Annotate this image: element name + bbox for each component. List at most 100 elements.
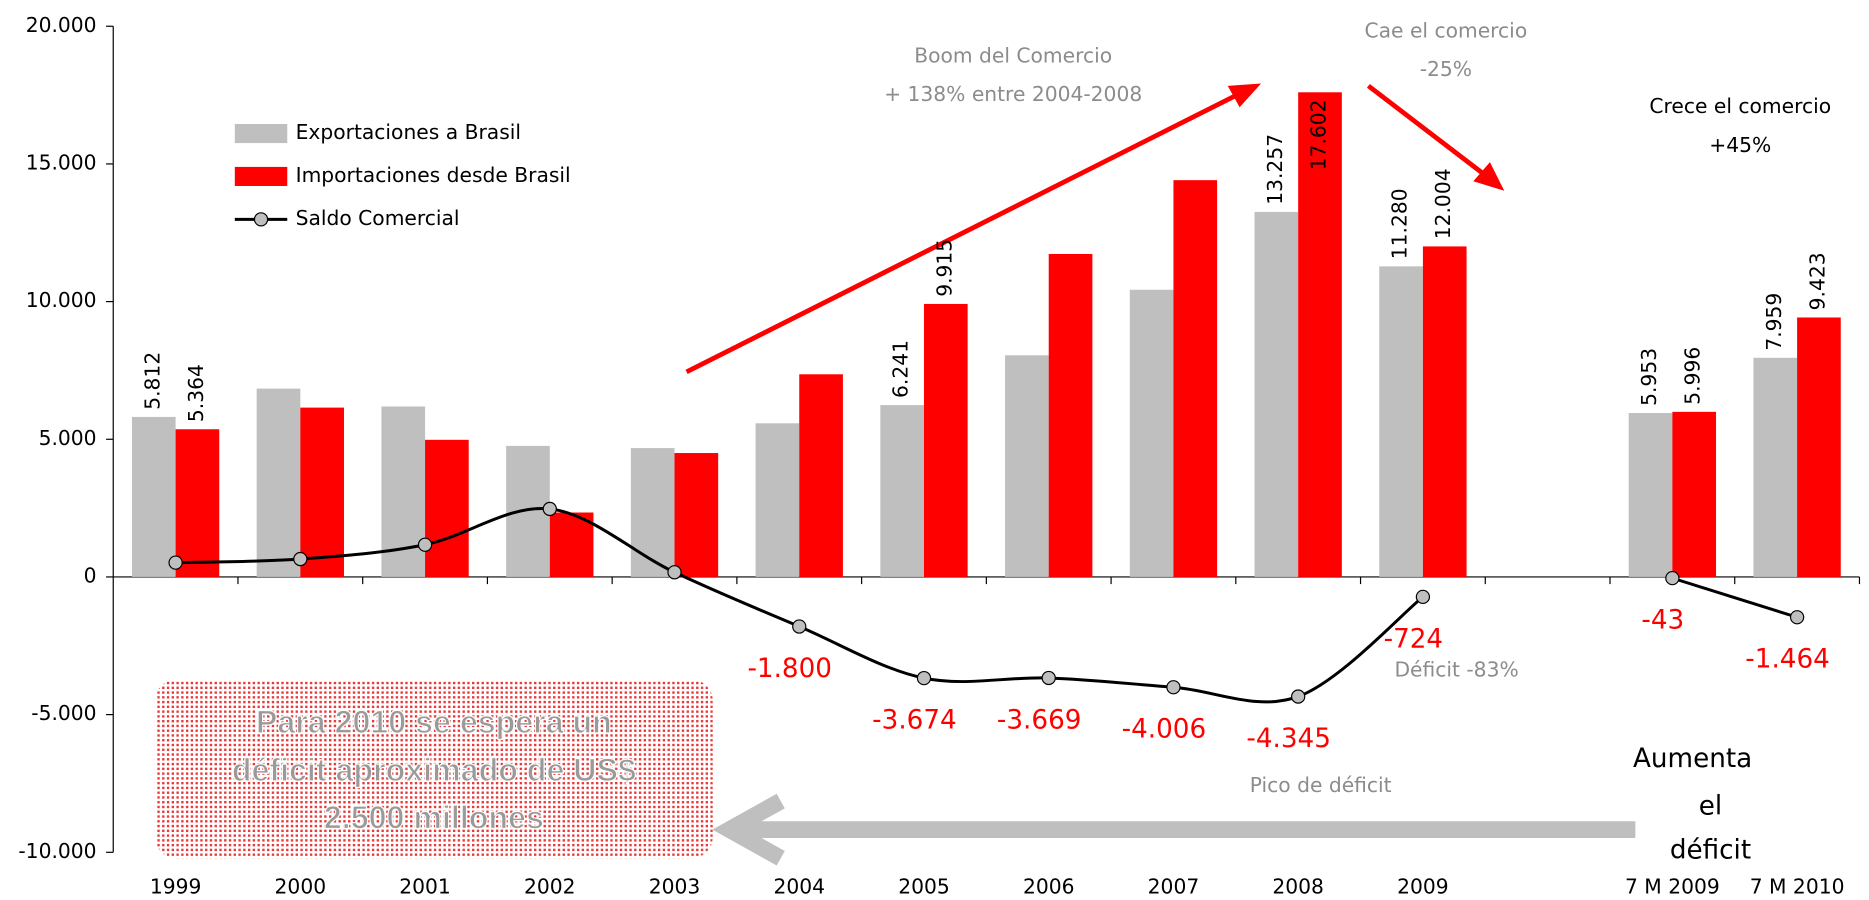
x-tick-label: 7 M 2009	[1625, 875, 1720, 899]
bar-value-label: 7.959	[1762, 293, 1786, 351]
x-tick-label: 2002	[524, 875, 576, 899]
line-marker	[792, 619, 807, 634]
x-tick-label: 2007	[1148, 875, 1200, 899]
note-background	[154, 679, 713, 859]
x-tick-label: 2009	[1397, 875, 1449, 899]
legend-marker	[253, 212, 269, 227]
bar-value-label: 6.241	[889, 340, 913, 398]
note-text: Para 2010 se espera un	[256, 704, 612, 740]
bar-value-label: 5.812	[140, 352, 164, 410]
line-marker	[1166, 680, 1181, 695]
bar	[799, 374, 843, 577]
bar	[674, 453, 719, 577]
note-right: Aumenta el déficit	[1633, 744, 1752, 866]
line-marker	[1041, 670, 1056, 686]
line-marker	[1415, 589, 1431, 605]
bar	[880, 405, 924, 577]
bar	[1628, 413, 1673, 577]
bar-value-label: 5.364	[184, 364, 208, 422]
line-marker	[1291, 689, 1306, 704]
annotation: + 138% entre 2004-2008	[884, 82, 1142, 106]
note-text: Aumenta	[1633, 744, 1752, 774]
annotation: Déficit -83%	[1394, 658, 1518, 682]
line-marker	[417, 537, 433, 552]
line	[1671, 576, 1798, 619]
bar	[1173, 180, 1218, 577]
arrows	[685, 83, 1636, 866]
line-value-label: -3.674	[872, 706, 957, 736]
arrow	[1366, 83, 1492, 181]
note-text: el	[1699, 791, 1722, 821]
bar-value-label: 12.004	[1431, 168, 1455, 239]
bar	[1753, 357, 1798, 577]
bar	[131, 416, 176, 577]
x-tick-label: 2001	[399, 875, 451, 899]
line-value-label: -1.464	[1745, 645, 1830, 675]
bar	[256, 388, 301, 577]
arrow	[685, 88, 1247, 375]
line-marker	[1789, 610, 1805, 625]
annotations: Boom del Comercio + 138% entre 2004-2008…	[884, 19, 1831, 798]
bar	[549, 512, 594, 577]
line-value-label: -3.669	[997, 705, 1082, 735]
y-tick-label: 15.000	[26, 150, 97, 174]
bar	[1254, 211, 1299, 577]
note-text: déficit aproximado de US$	[232, 752, 636, 788]
bar	[630, 448, 675, 577]
line-marker	[168, 555, 183, 570]
y-tick-label: 0	[84, 563, 97, 587]
annotation: Pico de déficit	[1250, 773, 1392, 797]
bar	[175, 429, 220, 577]
legend-swatch	[234, 166, 288, 186]
annotation: Boom del Comercio	[914, 44, 1112, 68]
legend-swatch	[234, 123, 288, 144]
bar	[1672, 411, 1717, 577]
x-tick-label: 1999	[150, 875, 202, 899]
bar-value-label: 5.996	[1681, 347, 1705, 405]
bar	[755, 423, 800, 577]
x-tick-label: 2006	[1023, 875, 1075, 899]
legend-label: Saldo Comercial	[296, 206, 460, 230]
line-marker	[293, 551, 308, 567]
note-box: Para 2010 se espera un déficit aproximad…	[154, 679, 713, 859]
bar	[425, 439, 469, 577]
legend-item: Importaciones desde Brasil	[234, 163, 571, 187]
line-marker	[916, 670, 932, 686]
line-value-label: -1.800	[747, 654, 832, 684]
arrow-head	[1227, 83, 1262, 108]
arrow-head	[1473, 162, 1505, 191]
bar	[1797, 317, 1841, 577]
line-marker	[1665, 570, 1680, 586]
x-tick-label: 2008	[1272, 875, 1324, 899]
bar	[300, 407, 344, 577]
annotation: Cae el comercio	[1365, 19, 1528, 43]
line-value-label: -43	[1641, 606, 1684, 636]
line-value-label: -4.345	[1246, 724, 1331, 754]
annotation: -25%	[1420, 57, 1472, 81]
x-tick-label: 7 M 2010	[1750, 875, 1845, 899]
line-value-label: -724	[1384, 624, 1444, 654]
arrow-head	[712, 793, 785, 866]
note-text: déficit	[1670, 836, 1751, 866]
bar	[1379, 266, 1423, 577]
note-text: 2.500 millones	[324, 800, 544, 836]
bar-value-label: 17.602	[1307, 99, 1331, 170]
x-tick-label: 2000	[275, 875, 327, 899]
legend-label: Importaciones desde Brasil	[296, 163, 571, 187]
line-marker	[542, 501, 557, 517]
legend-item: Exportaciones a Brasil	[234, 120, 521, 144]
bar	[1005, 355, 1049, 577]
bar	[1129, 289, 1174, 577]
bar	[1298, 92, 1342, 577]
x-tick-label: 2005	[898, 875, 950, 899]
bar	[1422, 246, 1467, 577]
y-tick-label: -10.000	[18, 839, 96, 863]
bar-value-label: 11.280	[1388, 188, 1412, 259]
legend-label: Exportaciones a Brasil	[296, 120, 521, 144]
y-tick-label: 10.000	[26, 288, 97, 312]
annotation: Crece el comercio	[1649, 94, 1831, 118]
y-tick-label: -5.000	[31, 701, 96, 725]
x-tick-label: 2004	[773, 875, 825, 899]
x-tick-label: 2003	[649, 875, 701, 899]
